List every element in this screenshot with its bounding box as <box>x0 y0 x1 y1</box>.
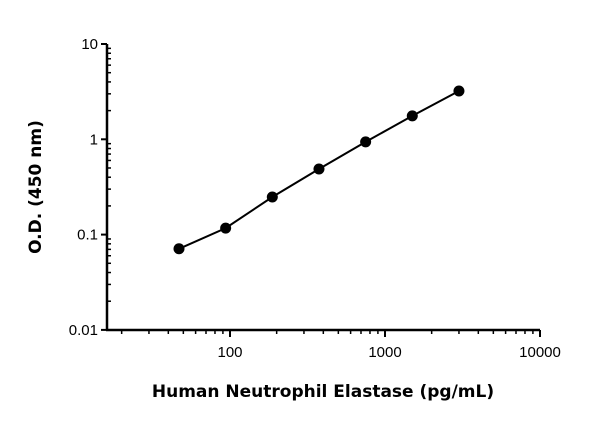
plot-area <box>173 85 465 255</box>
axes: 0.01 0.1 1 10 100 1000 10000 <box>69 36 561 361</box>
y-axis-title: O.D. (450 nm) <box>26 120 46 254</box>
y-tick-label: 0.1 <box>77 227 98 244</box>
data-point <box>406 110 418 122</box>
y-tick-label: 0.01 <box>69 322 98 339</box>
x-axis-title: Human Neutrophil Elastase (pg/mL) <box>152 382 494 402</box>
data-point <box>453 85 465 97</box>
y-tick-label: 1 <box>90 131 98 148</box>
data-point <box>266 191 278 203</box>
x-tick-label: 100 <box>217 344 242 361</box>
data-point <box>360 136 372 148</box>
x-tick-label: 1000 <box>368 344 401 361</box>
data-point <box>220 222 232 234</box>
y-tick-label: 10 <box>81 36 98 53</box>
data-point <box>313 163 325 175</box>
data-point <box>173 243 185 255</box>
x-tick-label: 10000 <box>519 344 561 361</box>
